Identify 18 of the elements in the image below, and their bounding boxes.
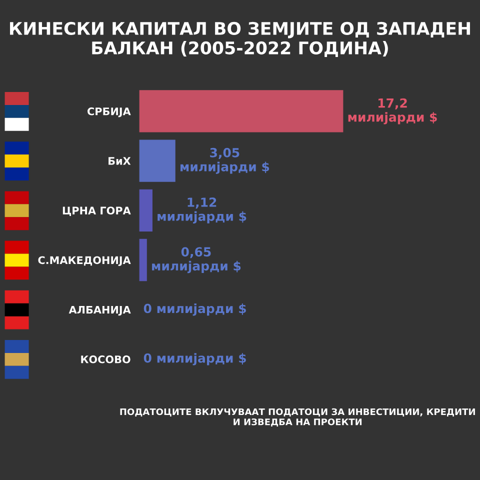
bar: [139, 90, 344, 132]
chart-title: КИНЕСКИ КАПИТАЛ ВО ЗЕМЈИТЕ ОД ЗАПАДЕН БАЛКАН (2005-2022 ГОДИНА): [10, 22, 470, 57]
y-tick-label: СРБИЈА: [88, 107, 131, 118]
data-label: 0 милијарди $: [144, 304, 246, 316]
bar: [139, 189, 152, 232]
data-label: 0 милијарди $: [144, 353, 246, 366]
bar: [139, 140, 176, 182]
y-tick-label: ЦРНА ГОРА: [62, 206, 131, 216]
y-tick-label: АЛБАНИЈА: [68, 306, 131, 316]
y-tick-label: КОСОВО: [81, 355, 130, 364]
y-tick-label: С.МАКЕДОНИЈА: [38, 256, 131, 266]
bar: [139, 238, 147, 282]
y-tick-label: БиХ: [108, 157, 131, 165]
data-label: 1,12 милијарди $: [158, 198, 246, 224]
text: ПОДАТОЦИТЕ ВКЛУЧУВААТ ПОДАТОЦИ ЗА ИНВЕСТИЦИИ, КРЕДИТИ И ИЗВЕДБА НА ПРОЕКТИ: [120, 408, 475, 427]
data-label: 17,2 милијарди $: [348, 98, 437, 124]
data-label: 0,65 милијарди $: [152, 247, 241, 274]
data-label: 3,05 милијарди $: [180, 148, 270, 174]
